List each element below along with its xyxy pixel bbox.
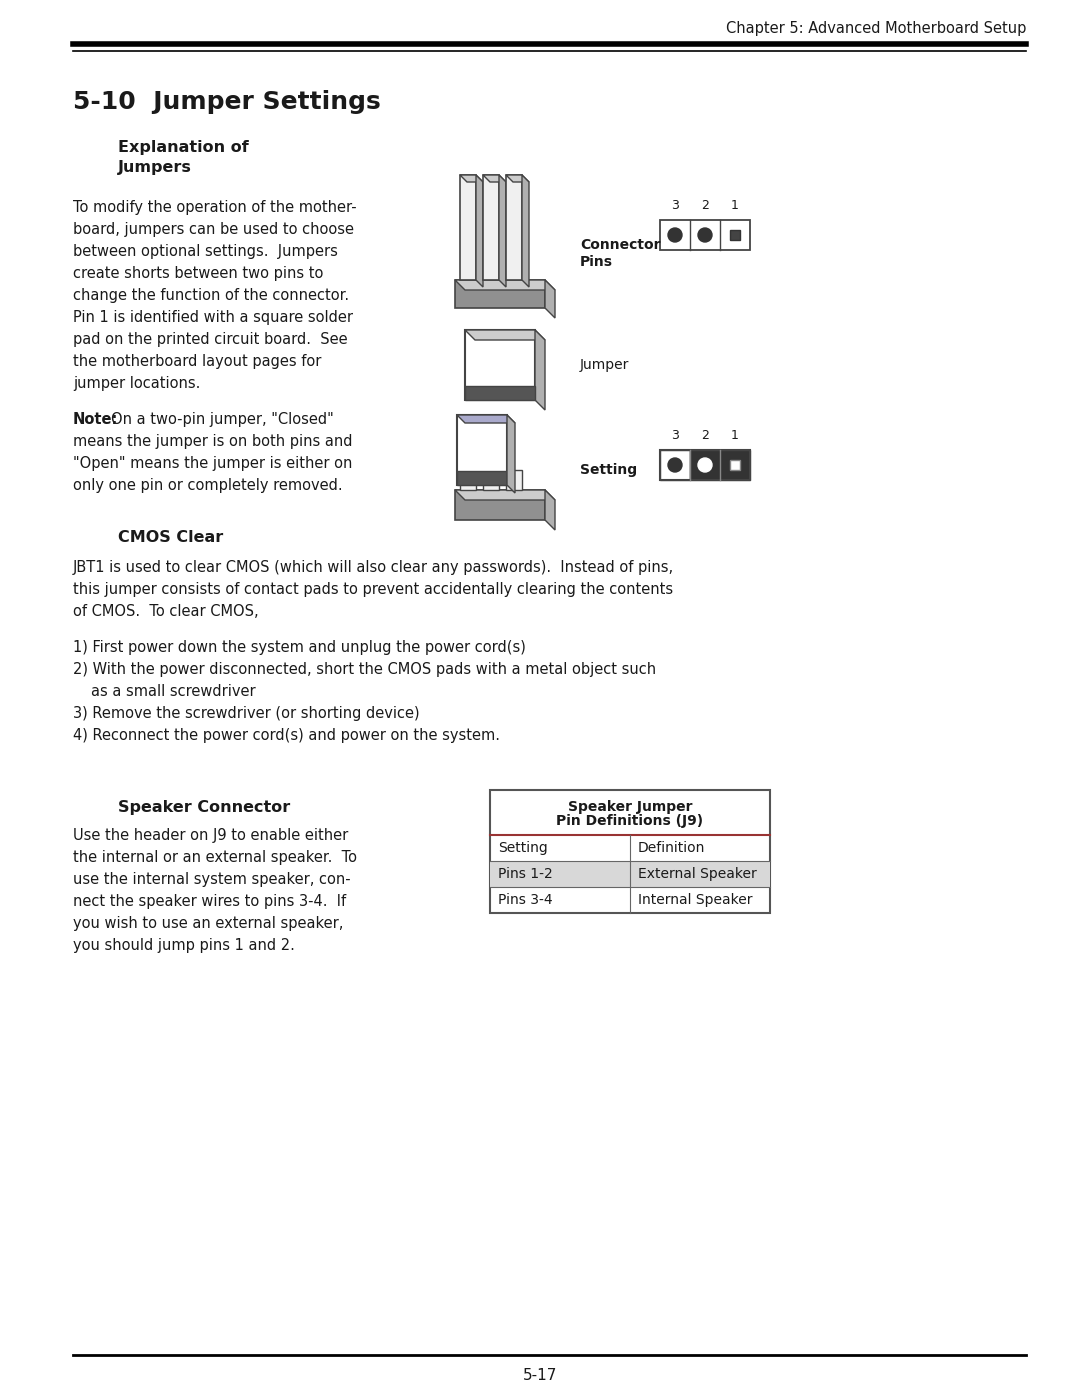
Bar (457, 471, 507, 485)
Text: 3: 3 (671, 198, 679, 212)
Text: you wish to use an external speaker,: you wish to use an external speaker, (73, 916, 343, 930)
Bar (457, 415, 507, 485)
Text: Explanation of: Explanation of (118, 140, 248, 155)
Text: Pins 3-4: Pins 3-4 (498, 893, 553, 907)
Bar (455, 490, 545, 520)
Text: you should jump pins 1 and 2.: you should jump pins 1 and 2. (73, 937, 295, 953)
Polygon shape (545, 490, 555, 529)
Bar (730, 231, 740, 240)
Text: External Speaker: External Speaker (638, 868, 757, 882)
Polygon shape (483, 175, 507, 182)
Polygon shape (535, 330, 545, 409)
Text: use the internal system speaker, con-: use the internal system speaker, con- (73, 872, 351, 887)
Text: the motherboard layout pages for: the motherboard layout pages for (73, 353, 322, 369)
Bar (660, 219, 750, 250)
Bar (690, 450, 750, 481)
Bar (660, 450, 750, 481)
Bar (490, 861, 770, 887)
Text: Connector: Connector (580, 237, 661, 251)
Polygon shape (476, 175, 483, 286)
Text: 3: 3 (671, 429, 679, 441)
Circle shape (698, 458, 712, 472)
Text: Note:: Note: (73, 412, 119, 427)
Circle shape (698, 228, 712, 242)
Text: Pins 1-2: Pins 1-2 (498, 868, 553, 882)
Polygon shape (507, 175, 529, 182)
Polygon shape (499, 175, 507, 286)
Text: change the function of the connector.: change the function of the connector. (73, 288, 349, 303)
Bar (460, 175, 476, 279)
Bar (465, 330, 535, 400)
Text: as a small screwdriver: as a small screwdriver (91, 685, 256, 698)
Polygon shape (457, 415, 515, 423)
Polygon shape (460, 175, 483, 182)
Text: JBT1 is used to clear CMOS (which will also clear any passwords).  Instead of pi: JBT1 is used to clear CMOS (which will a… (73, 560, 674, 576)
Text: Jumper: Jumper (580, 358, 630, 372)
Text: means the jumper is on both pins and: means the jumper is on both pins and (73, 434, 352, 448)
Text: Speaker Connector: Speaker Connector (118, 800, 291, 814)
Text: 1: 1 (731, 198, 739, 212)
Bar (460, 469, 476, 490)
Text: nect the speaker wires to pins 3-4.  If: nect the speaker wires to pins 3-4. If (73, 894, 346, 909)
Text: 2) With the power disconnected, short the CMOS pads with a metal object such: 2) With the power disconnected, short th… (73, 662, 657, 678)
Circle shape (669, 228, 681, 242)
Text: Pin 1 is identified with a square solder: Pin 1 is identified with a square solder (73, 310, 353, 326)
Text: Setting: Setting (498, 841, 548, 855)
Text: board, jumpers can be used to choose: board, jumpers can be used to choose (73, 222, 354, 237)
Text: Use the header on J9 to enable either: Use the header on J9 to enable either (73, 828, 348, 842)
Text: Speaker Jumper: Speaker Jumper (568, 799, 692, 813)
Text: CMOS Clear: CMOS Clear (118, 529, 224, 545)
Text: 2: 2 (701, 198, 708, 212)
Text: On a two-pin jumper, "Closed": On a two-pin jumper, "Closed" (111, 412, 334, 427)
Text: Definition: Definition (638, 841, 705, 855)
Text: Setting: Setting (580, 462, 637, 476)
Text: To modify the operation of the mother-: To modify the operation of the mother- (73, 200, 356, 215)
Text: Internal Speaker: Internal Speaker (638, 893, 753, 907)
Polygon shape (465, 330, 545, 339)
Text: Pins: Pins (580, 256, 613, 270)
Text: of CMOS.  To clear CMOS,: of CMOS. To clear CMOS, (73, 604, 258, 619)
Text: 1: 1 (731, 429, 739, 441)
Polygon shape (455, 279, 555, 291)
Text: Pin Definitions (J9): Pin Definitions (J9) (556, 813, 703, 827)
Bar (507, 469, 522, 490)
Text: 3) Remove the screwdriver (or shorting device): 3) Remove the screwdriver (or shorting d… (73, 705, 420, 721)
Text: Jumpers: Jumpers (118, 161, 192, 175)
Text: only one pin or completely removed.: only one pin or completely removed. (73, 478, 342, 493)
Polygon shape (545, 279, 555, 319)
Text: create shorts between two pins to: create shorts between two pins to (73, 265, 323, 281)
Text: this jumper consists of contact pads to prevent accidentally clearing the conten: this jumper consists of contact pads to … (73, 583, 673, 597)
Text: the internal or an external speaker.  To: the internal or an external speaker. To (73, 849, 357, 865)
Text: between optional settings.  Jumpers: between optional settings. Jumpers (73, 244, 338, 258)
Text: jumper locations.: jumper locations. (73, 376, 201, 391)
Text: 1) First power down the system and unplug the power cord(s): 1) First power down the system and unplu… (73, 640, 526, 655)
Bar (455, 279, 545, 307)
Bar (483, 175, 499, 279)
Bar (730, 460, 740, 469)
Bar (507, 175, 522, 279)
Circle shape (669, 458, 681, 472)
Polygon shape (522, 175, 529, 286)
Text: pad on the printed circuit board.  See: pad on the printed circuit board. See (73, 332, 348, 346)
Bar (660, 450, 690, 481)
Polygon shape (455, 490, 555, 500)
Polygon shape (507, 415, 515, 493)
Bar (483, 469, 499, 490)
Text: 5-10  Jumper Settings: 5-10 Jumper Settings (73, 89, 381, 115)
Bar (490, 789, 770, 914)
Text: 4) Reconnect the power cord(s) and power on the system.: 4) Reconnect the power cord(s) and power… (73, 728, 500, 743)
Text: "Open" means the jumper is either on: "Open" means the jumper is either on (73, 455, 352, 471)
Text: Chapter 5: Advanced Motherboard Setup: Chapter 5: Advanced Motherboard Setup (726, 21, 1026, 35)
Bar (465, 386, 535, 400)
Text: 5-17: 5-17 (523, 1368, 557, 1383)
Text: 2: 2 (701, 429, 708, 441)
